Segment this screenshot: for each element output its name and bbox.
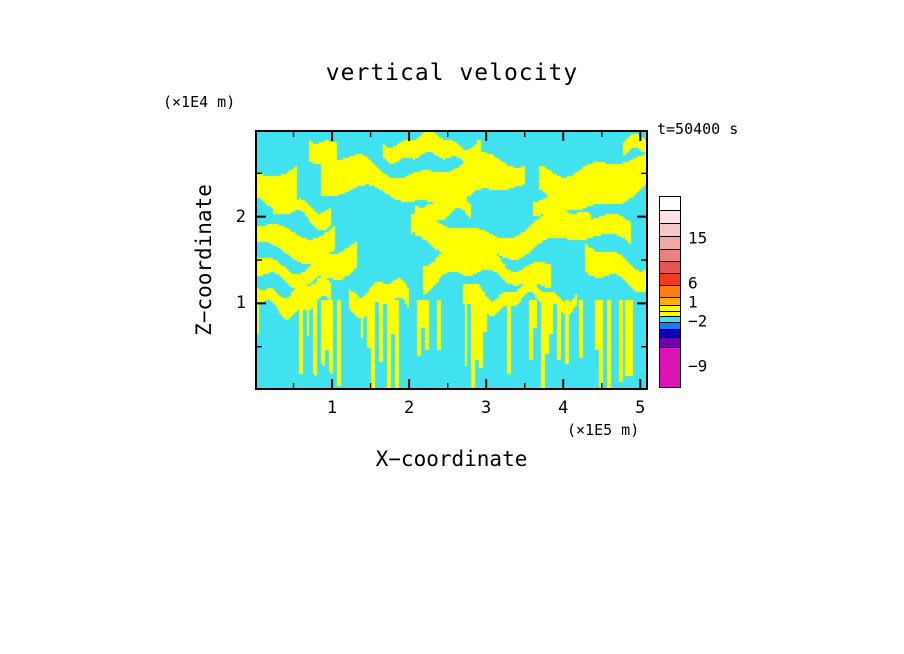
colorbar-segment [660,273,680,285]
colorbar-segment [660,285,680,297]
x-axis-title: X−coordinate [375,447,528,471]
contour-field-canvas [255,130,648,390]
colorbar-segment [660,337,680,347]
x-axis-units-label: (×1E5 m) [567,421,640,439]
x-tick-label: 3 [481,398,492,418]
colorbar-segment [660,297,680,305]
colorbar-tick-label: 1 [688,292,698,312]
colorbar-segment [660,236,680,249]
colorbar-tick-label: −9 [688,356,708,376]
colorbar-segment [660,305,680,311]
colorbar-segment [660,311,680,316]
x-tick-label: 1 [326,398,338,418]
colorbar-tick-label: 6 [688,273,698,293]
colorbar-segment [660,347,680,387]
x-tick-label: 4 [558,398,569,418]
colorbar-segment [660,210,680,223]
colorbar-tick-label: 15 [688,228,708,248]
z-tick-label: 1 [235,293,246,314]
time-annotation: t=50400 s [657,120,739,138]
plot-frame-and-ticks [255,130,648,390]
z-axis-units-label: (×1E4 m) [163,93,236,111]
colorbar-segment [660,316,680,322]
plot-area [255,130,648,390]
colorbar-segment [660,322,680,329]
colorbar-tick-label: −2 [688,311,708,331]
colorbar-segment [660,249,680,261]
colorbar [659,196,681,388]
chart-title: vertical velocity [325,60,579,86]
colorbar-segment [660,329,680,337]
y-axis-title: Z−coordinate [192,184,216,336]
colorbar-segment [660,261,680,273]
x-tick-label: 2 [403,398,415,418]
colorbar-segment [660,197,680,210]
z-tick-label: 2 [235,206,246,227]
colorbar-segment [660,223,680,236]
x-tick-label: 5 [635,398,646,418]
